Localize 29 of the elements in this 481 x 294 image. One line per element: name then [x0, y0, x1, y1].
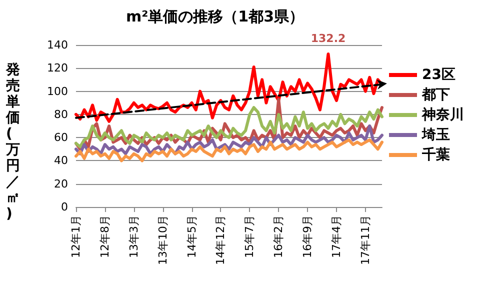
y-tick-label: 20 — [54, 177, 68, 190]
y-tick-label: 40 — [54, 154, 68, 168]
legend-label: 千葉 — [421, 146, 450, 163]
x-tick-label: 12年1月 — [70, 215, 82, 258]
x-tick-label: 13年3月 — [127, 215, 140, 258]
x-tick-label: 16年9月 — [301, 215, 314, 258]
chart-title: m²単価の推移（1都3県） — [126, 8, 304, 26]
x-tick-label: 17年4月 — [330, 215, 344, 258]
x-tick-label: 15年7月 — [243, 215, 256, 258]
data-label: 132.2 — [310, 32, 346, 46]
x-tick-label: 13年10月 — [156, 215, 170, 265]
legend-label: 23区 — [422, 67, 456, 83]
x-tick-label: 17年11月 — [358, 215, 372, 265]
y-tick-label: 120 — [47, 62, 68, 75]
x-tick-label: 12年8月 — [98, 215, 112, 258]
legend-label: 都下 — [421, 87, 450, 103]
x-tick-label: 16年2月 — [272, 215, 286, 258]
legend-label: 埼玉 — [421, 127, 450, 143]
y-tick-label: 80 — [54, 108, 68, 121]
y-tick-label: 60 — [54, 131, 68, 144]
x-tick-label: 14年12月 — [214, 215, 228, 265]
y-tick-label: 140 — [47, 38, 68, 52]
y-tick-label: 100 — [47, 84, 68, 98]
x-tick-label: 14年5月 — [185, 215, 198, 258]
y-tick-label: 0 — [61, 200, 68, 214]
line-series — [74, 106, 384, 148]
line-series — [74, 138, 384, 162]
text: 発売単価(万円／㎡) — [6, 62, 20, 222]
legend-label: 神奈川 — [421, 106, 464, 123]
